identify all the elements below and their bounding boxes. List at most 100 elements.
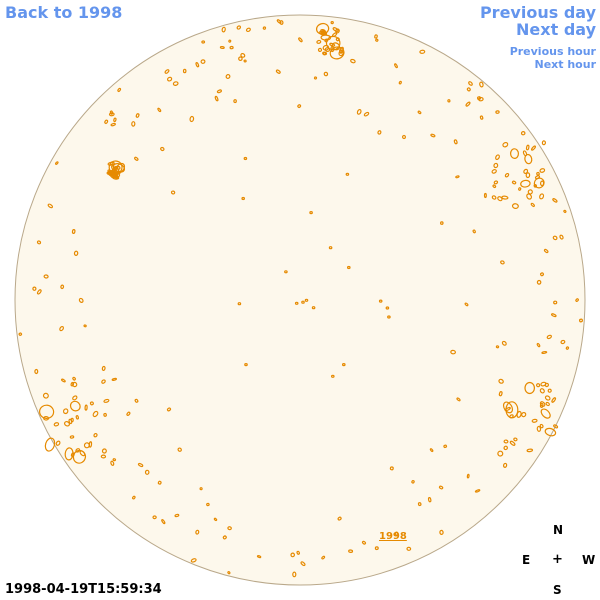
contour-loop [110,122,116,127]
contour-loop [324,38,329,43]
contour-loop [108,112,115,117]
contour-loop [44,437,56,452]
contour-loop [279,20,284,25]
contour-loop [32,286,37,291]
contour-loop [565,346,570,350]
contour-loop [450,349,456,355]
next-hour-link[interactable]: Next hour [534,58,597,71]
contour-loop [491,169,497,174]
contour-loop [540,408,551,419]
contour-loop [298,37,303,43]
contour-loop [100,454,107,459]
contour-loop [509,414,514,419]
year-link[interactable]: 1998 [379,531,407,542]
contour-loop [389,466,394,471]
contour-loop [166,76,173,82]
previous-hour-link[interactable]: Previous hour [509,45,596,58]
contour-loop [243,156,248,161]
previous-day-link[interactable]: Previous day [479,3,596,22]
contour-loop [497,196,503,202]
contour-loop [144,469,150,475]
contour-loop [313,76,318,80]
contour-loop [509,440,516,446]
contour-loop [545,401,550,407]
contour-loop [114,165,119,170]
contour-loop [544,427,557,437]
contour-loop [83,442,90,449]
contour-loop [301,300,305,304]
contour-loop [199,487,203,491]
contour-loop [36,289,42,295]
contour-loop [101,379,106,384]
contour-loop [73,250,79,256]
contour-loop [206,502,210,507]
contour-loop [330,374,335,378]
contour-loop [511,203,519,210]
next-day-link[interactable]: Next day [516,20,596,39]
contour-loop [72,449,87,464]
contour-loop [47,203,54,209]
contour-loop [456,397,461,402]
contour-loop [491,195,497,200]
contour-loop [502,141,509,148]
contour-loop [361,540,367,545]
contour-loop [195,62,200,68]
contour-loop [378,299,383,303]
contour-loop [536,171,540,176]
contour-loop [503,439,509,444]
contour-loop [134,398,139,403]
contour-loop [88,441,93,448]
contour-loop [131,121,136,127]
contour-loop [495,154,500,161]
contour-loop [157,107,162,113]
contour-loop [511,180,517,185]
contour-loop [164,69,170,74]
contour-loop [324,47,331,53]
contour-loop [493,162,499,169]
contour-loop [523,168,529,174]
contour-loop [222,535,227,540]
contour-loop [579,318,583,323]
contour-loop [541,140,547,146]
contour-loop [53,422,60,427]
contour-loop [525,144,530,151]
contour-loop [101,365,106,371]
contour-loop [374,34,378,39]
contour-loop [64,421,70,427]
contour-loop [134,156,139,161]
contour-loop [502,401,514,414]
contour-loop [69,400,81,412]
contour-loop [575,298,579,302]
contour-loop [104,119,109,124]
contour-loop [70,417,74,423]
contour-loop [348,549,354,554]
contour-loop [474,489,481,493]
contour-loop [126,411,131,416]
solar-disk [14,14,586,586]
contour-loop [419,49,426,54]
contour-loop [439,221,444,225]
contour-loop [189,115,195,123]
contour-loop [132,495,136,500]
contour-loop [240,53,246,58]
contour-loop [190,558,197,563]
contour-loop [465,101,471,107]
contour-loop [406,546,412,551]
contour-loop [464,302,469,307]
contour-loop [309,211,313,215]
contour-loop [539,193,545,200]
contour-loop [172,81,179,86]
contour-loop [64,447,74,461]
contour-loop [509,148,520,159]
contour-loop [241,196,246,201]
contour-loop [479,81,484,88]
contour-loop [356,109,362,115]
contour-loop [39,404,55,420]
contour-loop [501,195,509,200]
contour-loop [221,26,226,33]
contour-loop [544,395,551,401]
contour-loop [551,397,557,403]
back-to-year-link[interactable]: Back to 1998 [5,3,123,22]
contour-loop [417,110,422,115]
contour-loop [539,388,545,394]
